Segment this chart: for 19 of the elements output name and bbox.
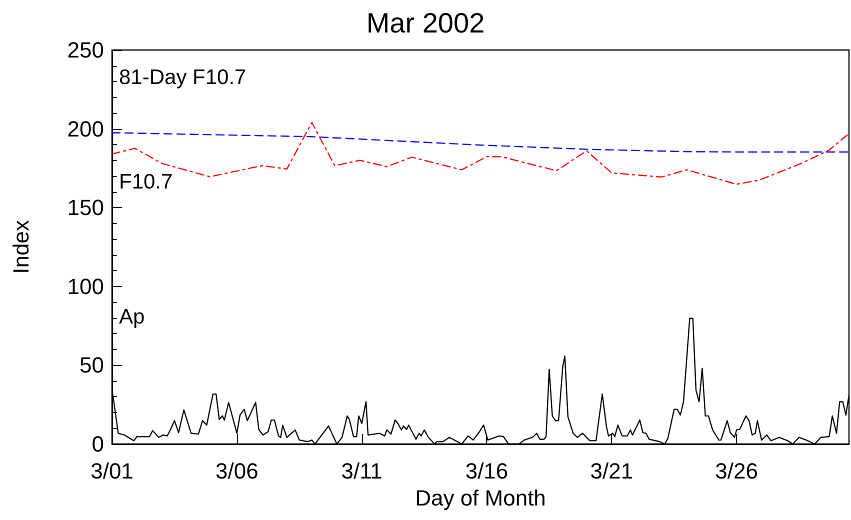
- y-tick-label: 150: [67, 195, 104, 220]
- y-tick-label: 250: [67, 38, 104, 62]
- y-tick-label: 50: [80, 352, 104, 378]
- x-tick-label: 3/01: [90, 458, 134, 484]
- x-tick-label: 3/21: [590, 458, 634, 484]
- y-axis-title: Index: [8, 220, 34, 274]
- x-tick-label: 3/11: [341, 458, 382, 484]
- series-label: F10.7: [119, 170, 173, 194]
- text: 81-Day F10.7: [119, 66, 246, 90]
- y-tick-label: 200: [67, 116, 104, 142]
- x-tick-label: 3/16: [465, 458, 508, 484]
- x-tick-label: 3/06: [216, 458, 258, 484]
- x-tick-label: 3/26: [715, 458, 758, 484]
- y-tick-label: 100: [67, 274, 104, 299]
- text: Ap: [119, 305, 145, 328]
- x-axis-title: Day of Month: [415, 485, 546, 510]
- y-tick-label: 0: [92, 432, 104, 456]
- line-series: [111, 132, 850, 153]
- chart-title: Mar 2002: [366, 8, 485, 38]
